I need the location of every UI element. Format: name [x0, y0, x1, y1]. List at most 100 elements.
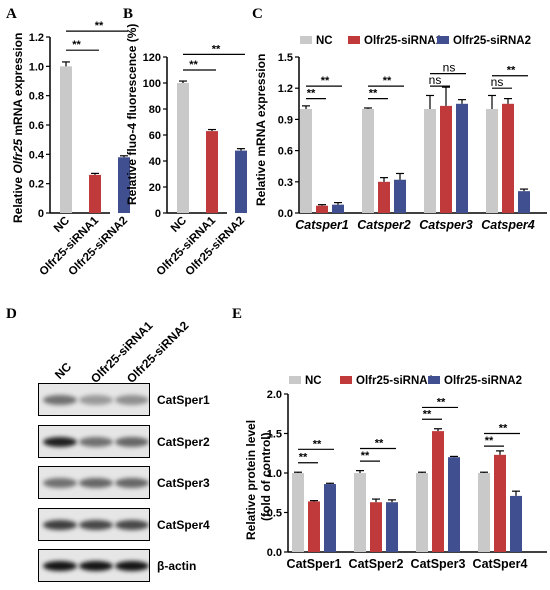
bar	[300, 109, 312, 213]
significance-label: **	[485, 435, 494, 447]
x-tick-label: NC	[169, 215, 189, 235]
chart-panel-c: 0.0 0.3 0.6 0.9 1.2 1.5 Catsper1 ** ** Catsper2 **…	[254, 35, 547, 232]
blot-band	[43, 561, 77, 571]
legend-label: NC	[305, 375, 322, 387]
x-tick-label: Catsper1	[295, 218, 349, 232]
y-tick-label: 1.5	[267, 429, 282, 441]
x-tick-label: Catsper4	[481, 218, 535, 232]
bar	[332, 204, 344, 213]
bar	[206, 131, 218, 213]
significance-label: **	[212, 43, 221, 55]
chart-panel-e: 0.0 0.5 1.0 1.5 2.0 CatSper1 ** ** CatSper2 ** ** C…	[244, 375, 547, 571]
blot-catsper1	[38, 383, 150, 416]
blot-band	[79, 437, 113, 447]
y-tick-label: 1.5	[278, 52, 293, 64]
y-tick-label: 0.0	[278, 208, 293, 220]
significance-label: **	[423, 408, 432, 420]
chart-panel-b: 020406080100120NCOlfr25-siRNA1Olfr25-siR…	[125, 24, 247, 279]
significance-label: **	[361, 450, 370, 462]
blot-label-beta-actin: β-actin	[157, 559, 197, 573]
bar	[235, 150, 247, 213]
bar	[456, 103, 468, 213]
y-tick-label: 60	[149, 130, 161, 142]
panel-label-d: D	[6, 306, 17, 322]
significance-label: **	[307, 88, 316, 100]
legend-label: Olfr25-siRNA1	[364, 35, 443, 47]
significance-label: **	[313, 438, 322, 450]
bar	[308, 501, 320, 552]
y-tick-label: 0.6	[29, 120, 44, 132]
bar	[354, 473, 366, 552]
y-tick-label: 80	[149, 104, 161, 116]
bar	[486, 109, 498, 213]
legend-label: Olfr25-siRNA1	[356, 375, 435, 387]
significance-label: **	[499, 423, 508, 435]
x-tick-label: Catsper3	[419, 218, 473, 232]
y-tick-label: 120	[143, 52, 161, 64]
x-tick-label: CatSper3	[411, 557, 466, 571]
x-tick-label: Catsper2	[357, 218, 411, 232]
panel-label-b: B	[123, 6, 134, 22]
bar	[386, 502, 398, 552]
significance-label: **	[437, 396, 446, 408]
significance-label: ns	[429, 73, 442, 87]
significance-label: **	[189, 59, 198, 71]
bar	[378, 181, 390, 213]
y-tick-label: 0.8	[29, 91, 44, 103]
y-tick-label: 0.6	[278, 146, 293, 158]
blot-band	[115, 520, 149, 530]
blot-catsper4	[38, 508, 150, 541]
y-axis-label: Relative Olfr25 mRNA expression	[11, 33, 25, 223]
legend-label: NC	[316, 35, 333, 47]
blot-label-catsper1: CatSper1	[157, 393, 210, 407]
blot-band	[79, 478, 113, 488]
significance-label: **	[507, 65, 516, 77]
bar	[118, 157, 130, 213]
panel-label-e: E	[232, 306, 243, 322]
blot-catsper2	[38, 425, 150, 458]
y-tick-label: 1.2	[278, 83, 293, 95]
panel-label-c: C	[252, 6, 263, 22]
legend-swatch	[300, 36, 312, 44]
x-tick-label: CatSper1	[287, 557, 342, 571]
bar	[292, 473, 304, 552]
y-tick-label: 0.3	[278, 177, 293, 189]
y-tick-label: 1.0	[267, 468, 282, 480]
blot-label-catsper3: CatSper3	[157, 476, 210, 490]
bar	[502, 103, 514, 213]
blot-catsper3	[38, 466, 150, 499]
bar	[177, 83, 189, 213]
blot-label-catsper4: CatSper4	[157, 518, 210, 532]
y-tick-label: 0.0	[267, 547, 282, 559]
bar	[394, 179, 406, 213]
y-tick-label: 0.4	[29, 149, 45, 161]
blot-band	[79, 395, 113, 405]
legend-swatch	[437, 36, 449, 44]
bar	[518, 191, 530, 213]
blot-band	[79, 561, 113, 571]
y-axis-label: (fold of control)	[259, 432, 273, 521]
blot-label-catsper2: CatSper2	[157, 435, 210, 449]
x-tick-label: CatSper2	[349, 557, 404, 571]
blot-band	[43, 520, 77, 530]
y-tick-label: 0.2	[29, 179, 44, 191]
y-tick-label: 1.0	[29, 61, 44, 73]
significance-label: ns	[443, 61, 456, 75]
bar	[324, 484, 336, 552]
bar	[478, 473, 490, 552]
bar	[440, 105, 452, 213]
bar	[510, 495, 522, 552]
blot-band	[115, 478, 149, 488]
y-tick-label: 20	[149, 182, 161, 194]
y-tick-label: 2.0	[267, 389, 282, 401]
significance-label: **	[375, 438, 384, 450]
blot-band	[43, 478, 77, 488]
legend-swatch	[340, 376, 352, 384]
blot-band	[115, 395, 149, 405]
blot-band	[115, 437, 149, 447]
blot-band	[115, 561, 149, 571]
bar	[316, 205, 328, 213]
legend-swatch	[348, 36, 360, 44]
y-tick-label: 100	[143, 78, 161, 90]
bar	[370, 502, 382, 552]
